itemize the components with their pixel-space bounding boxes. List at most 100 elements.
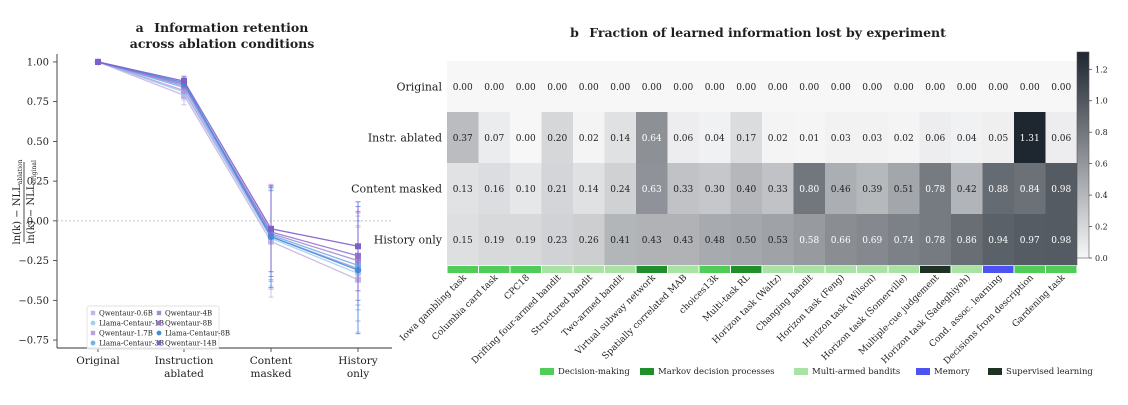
heatmap-cell: [447, 112, 479, 164]
row-label: Original: [396, 81, 442, 94]
cell-value: 0.00: [673, 83, 693, 93]
series-line: [97, 61, 359, 281]
colorbar-tick-label: 0.4: [1095, 191, 1108, 200]
heatmap-cell: [982, 112, 1015, 164]
cell-value: 0.10: [516, 185, 536, 195]
cell-value: 0.19: [484, 236, 504, 246]
panel-a-subtitle: across ablation conditions: [130, 36, 315, 51]
heatmap-cell: [888, 61, 920, 113]
heatmap-cell: [825, 214, 857, 266]
cell-value: 0.98: [1051, 236, 1071, 246]
panel-a-line-chart: a Information retention across ablation …: [12, 20, 392, 380]
heatmap-cell: [919, 163, 952, 215]
data-point: [181, 78, 187, 85]
cell-value: 0.00: [579, 83, 599, 93]
colorbar-tick-label: 1.0: [1095, 97, 1108, 106]
series-qwentaur-4b: [95, 58, 361, 306]
data-point: [268, 225, 274, 232]
cell-value: 0.20: [547, 134, 567, 144]
category-swatch: [636, 266, 667, 273]
cell-value: 0.78: [925, 185, 945, 195]
heatmap-cell: [636, 61, 668, 113]
series-line: [97, 61, 359, 270]
cell-value: 0.43: [673, 236, 693, 246]
heatmap-cell: [951, 112, 983, 164]
category-swatch: [699, 266, 730, 273]
cell-value: 0.06: [925, 134, 945, 144]
heatmap-cell: [699, 112, 731, 164]
category-swatch: [1014, 266, 1045, 273]
category-legend-label: Decision-making: [558, 367, 630, 377]
heatmap-cell: [856, 214, 889, 266]
cell-value: 0.00: [484, 83, 504, 93]
cell-value: 0.00: [705, 83, 725, 93]
cell-value: 0.88: [988, 185, 1008, 195]
cell-value: 0.24: [610, 185, 630, 195]
heatmap-cell: [982, 61, 1015, 113]
category-swatch: [1046, 266, 1077, 273]
category-legend: Decision-making Markov decision processes…: [540, 367, 1093, 377]
cell-value: 0.80: [799, 185, 819, 195]
heatmap-cell: [951, 61, 983, 113]
heatmap-cell: [951, 214, 983, 266]
x-tick-label: only: [347, 368, 369, 380]
heatmap-cell: [1014, 214, 1046, 266]
heatmap-cell: [447, 61, 479, 113]
heatmap-cell: [447, 163, 479, 215]
heatmap-cell: [1045, 163, 1078, 215]
heatmap-cell: [1014, 163, 1046, 215]
colorbar-tick-label: 0.0: [1095, 254, 1108, 263]
category-swatch: [983, 266, 1014, 273]
legend-entry: Qwentaur-4B: [156, 310, 212, 318]
data-point: [355, 243, 361, 250]
category-swatch: [731, 266, 762, 273]
cell-value: 0.00: [547, 83, 567, 93]
category-legend-entry: Memory: [916, 367, 970, 377]
legend-frame: [86, 305, 220, 350]
series-qwentaur-0-6b: [95, 58, 361, 333]
cell-value: 0.69: [862, 236, 882, 246]
y-tick-label: −0.25: [18, 256, 49, 267]
cell-value: 0.37: [453, 134, 473, 144]
cell-value: 0.00: [1020, 83, 1040, 93]
heatmap-cell: [762, 112, 794, 164]
legend-entry: Qwentaur-8B: [156, 320, 212, 328]
heatmap-cell: [856, 112, 889, 164]
series-line: [97, 61, 359, 247]
column-label: Changing bandit: [754, 273, 815, 334]
legend-label: Llama-Centaur-3B: [99, 340, 164, 348]
heatmap-cell: [510, 163, 542, 215]
cell-value: 0.97: [1020, 236, 1040, 246]
heatmap-row-labels: Original Instr. ablated Content masked Hist…: [351, 81, 443, 247]
category-swatch: [510, 266, 541, 273]
cell-value: 0.19: [516, 236, 536, 246]
category-legend-entry: Multi-armed bandits: [794, 367, 900, 377]
heatmap-cell: [478, 61, 511, 113]
x-tick-label: masked: [251, 368, 292, 380]
category-swatch: [605, 266, 636, 273]
svg-text:ln(k) − NLLablation: ln(k) − NLLablation: [12, 159, 24, 244]
cell-value: 0.66: [831, 236, 851, 246]
cell-value: 0.00: [768, 83, 788, 93]
y-tick-label: 0.50: [27, 137, 49, 148]
y-tick-label: 1.00: [27, 57, 49, 68]
heatmap-cell: [699, 163, 731, 215]
heatmap-cell: [919, 214, 952, 266]
cell-value: 0.64: [642, 134, 662, 144]
cell-value: 0.00: [894, 83, 914, 93]
cell-value: 0.13: [453, 185, 473, 195]
cell-value: 0.00: [642, 83, 662, 93]
heatmap-cell: [667, 112, 700, 164]
cell-value: 0.50: [736, 236, 756, 246]
x-tick-label: Instruction: [155, 355, 214, 367]
cell-value: 0.00: [1051, 83, 1071, 93]
cell-value: 0.40: [736, 185, 756, 195]
series-line: [97, 61, 359, 274]
cell-value: 0.00: [957, 83, 977, 93]
panel-a-legend: Qwentaur-0.6B Llama-Centaur-1B Qwentaur-1.…: [86, 305, 230, 350]
heatmap-cell: [1045, 112, 1078, 164]
y-tick-label: 0.75: [27, 97, 49, 108]
heatmap-cell: [667, 61, 700, 113]
cell-value: 0.03: [862, 134, 882, 144]
